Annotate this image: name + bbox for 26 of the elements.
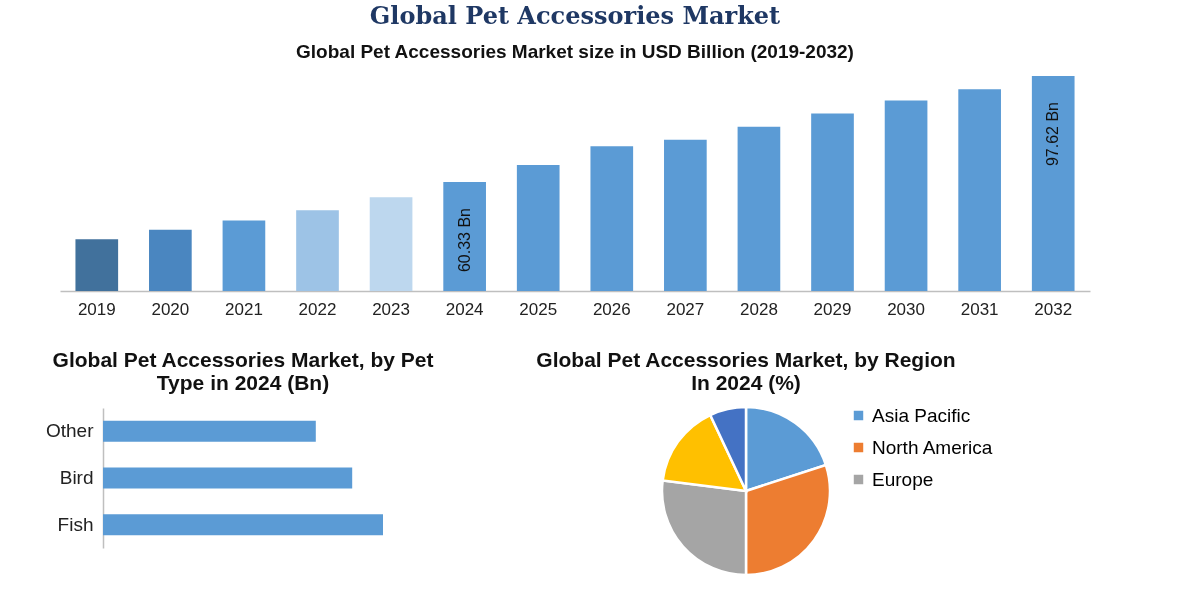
x-tick-label: 2024 (445, 299, 484, 319)
data-label: 97.62 Bn (1044, 102, 1062, 167)
legend-label: North America (872, 436, 993, 458)
chart-title: Global Pet Accessories Market (369, 1, 781, 30)
chart-title: Global Pet Accessories Market, by Pet Type in 2024 (Bn) (52, 348, 434, 394)
x-tick-label: 2025 (519, 299, 558, 319)
x-tick-label: 2027 (666, 299, 705, 319)
x-tick-label: 2023 (372, 299, 410, 319)
x-tick-label: 2032 (1034, 299, 1073, 319)
chart-title: Global Pet Accessories Market, by Region In 2024 (%) (536, 348, 956, 394)
x-tick-label: 2028 (740, 299, 778, 319)
x-tick-label: 2020 (151, 299, 190, 319)
x-tick-label: 2019 (77, 299, 116, 319)
x-tick-label: 2031 (960, 299, 999, 319)
x-tick-label: 2022 (298, 299, 337, 319)
y-tick-label: Other (45, 420, 95, 442)
x-tick-label: 2026 (592, 299, 631, 319)
y-tick-label: Bird (59, 467, 94, 488)
chart-subtitle: Global Pet Accessories Market size in USD Billion (2019-2032) (296, 41, 854, 62)
legend-label: Asia Pacific (872, 404, 971, 426)
legend-label: Europe (872, 468, 934, 490)
x-tick-label: 2029 (813, 299, 852, 319)
data-label: 60.33 Bn (455, 208, 473, 273)
x-tick-label: 2021 (225, 299, 263, 319)
x-tick-label: 2030 (887, 299, 925, 319)
y-tick-label: Fish (57, 513, 94, 535)
